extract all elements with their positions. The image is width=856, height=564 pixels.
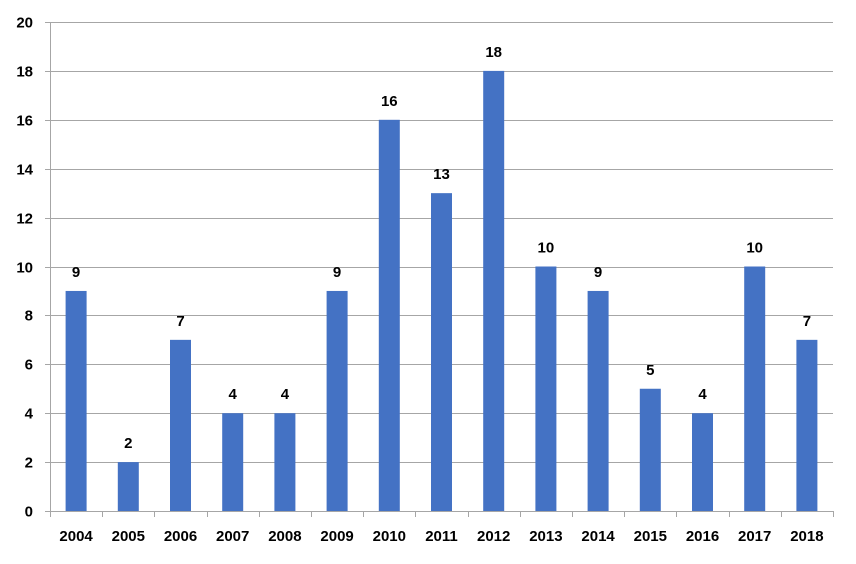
data-label-2007: 4 xyxy=(229,386,238,403)
data-label-2017: 10 xyxy=(746,240,763,257)
y-tick-label-18: 18 xyxy=(16,64,33,81)
y-tick-label-12: 12 xyxy=(16,211,33,228)
bar-2007 xyxy=(222,413,244,511)
bar-2011 xyxy=(431,193,452,511)
y-tick-label-10: 10 xyxy=(16,260,33,277)
bar-2009 xyxy=(326,290,348,511)
axes xyxy=(45,22,834,517)
bar-2004 xyxy=(65,290,87,511)
bar-2013 xyxy=(535,266,557,511)
bar-2016 xyxy=(692,413,713,511)
bar-2014 xyxy=(587,290,609,511)
bar-2008 xyxy=(274,413,296,511)
x-tick-label-2017: 2017 xyxy=(738,528,771,545)
x-tick-label-2018: 2018 xyxy=(790,528,823,545)
x-tick-label-2009: 2009 xyxy=(320,528,353,545)
data-label-2005: 2 xyxy=(124,435,132,452)
x-tick-label-2014: 2014 xyxy=(581,528,615,545)
data-label-2013: 10 xyxy=(538,240,555,257)
y-tick-label-6: 6 xyxy=(25,357,33,374)
bar-2018 xyxy=(796,339,818,511)
data-label-2008: 4 xyxy=(281,386,290,403)
y-tick-label-16: 16 xyxy=(16,113,33,130)
data-label-2006: 7 xyxy=(176,313,184,330)
y-tick-label-0: 0 xyxy=(25,504,33,521)
x-tick-label-2005: 2005 xyxy=(112,528,145,545)
y-tick-label-8: 8 xyxy=(25,308,33,325)
data-label-2012: 18 xyxy=(485,44,502,61)
data-label-2010: 16 xyxy=(381,93,398,110)
y-tick-label-14: 14 xyxy=(16,162,33,179)
x-tick-label-2006: 2006 xyxy=(164,528,197,545)
x-tick-label-2004: 2004 xyxy=(59,528,93,545)
x-tick-label-2007: 2007 xyxy=(216,528,249,545)
x-tick-label-2010: 2010 xyxy=(373,528,406,545)
bar-2012 xyxy=(483,70,505,512)
bar-2010 xyxy=(378,119,400,512)
bars xyxy=(65,70,818,512)
y-tick-label-20: 20 xyxy=(16,15,33,32)
x-tick-label-2016: 2016 xyxy=(686,528,719,545)
bar-2017 xyxy=(744,266,766,511)
bar-2005 xyxy=(117,462,139,511)
data-label-2015: 5 xyxy=(646,362,654,379)
data-label-2014: 9 xyxy=(594,264,602,281)
data-label-2004: 9 xyxy=(72,264,80,281)
data-label-2018: 7 xyxy=(803,313,811,330)
labels: 0 2 4 6 8 10 12 14 16 18 20 9 2004 2 2005 7 2006 4 2007 4 20… xyxy=(16,15,823,546)
data-label-2011: 13 xyxy=(433,166,450,183)
bar-2006 xyxy=(170,339,191,511)
y-tick-label-2: 2 xyxy=(25,455,33,472)
x-tick-label-2008: 2008 xyxy=(268,528,301,545)
x-tick-label-2015: 2015 xyxy=(634,528,667,545)
data-label-2009: 9 xyxy=(333,264,341,281)
x-tick-label-2011: 2011 xyxy=(425,528,458,545)
x-tick-label-2012: 2012 xyxy=(477,528,510,545)
y-tick-label-4: 4 xyxy=(25,406,34,423)
data-label-2016: 4 xyxy=(698,386,707,403)
x-tick-label-2013: 2013 xyxy=(529,528,562,545)
bar-2015 xyxy=(639,388,661,511)
